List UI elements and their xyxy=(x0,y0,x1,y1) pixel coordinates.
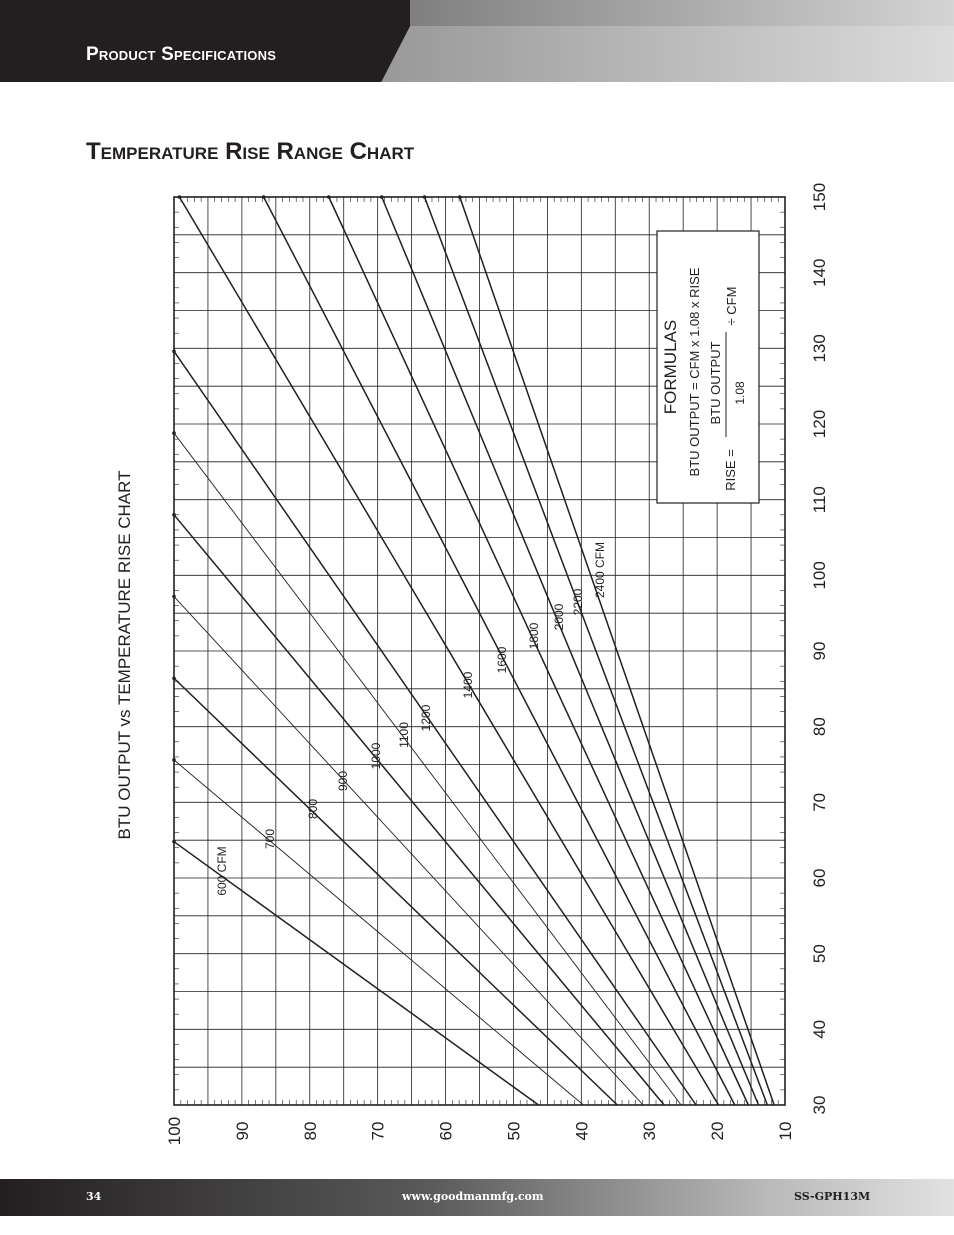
chart-labels: 10 20 30 40 50 60 70 80 90 100 30 40 50 60 70 80 90 100 11… xyxy=(165,183,829,1145)
chart-series xyxy=(172,195,775,1106)
formula-line-1: BTU OUTPUT = CFM x 1.08 x RISE xyxy=(687,267,702,476)
series-endpoint-1600 xyxy=(261,195,266,199)
formula-numerator: BTU OUTPUT xyxy=(708,341,723,424)
series-label-1800: 1800 xyxy=(527,622,541,649)
series-endpoint-900 xyxy=(172,594,176,599)
x-tick-label: 60 xyxy=(810,869,829,888)
x-tick-label: 110 xyxy=(810,486,829,513)
formulas-title: FORMULAS xyxy=(661,320,680,414)
y-tick-label: 30 xyxy=(640,1122,659,1141)
series-endpoint-600 xyxy=(172,839,176,844)
series-label-2200: 2200 xyxy=(571,588,585,615)
y-tick-label: 10 xyxy=(776,1122,795,1141)
series-line-1800 xyxy=(328,196,750,1106)
series-label-900: 900 xyxy=(336,771,350,791)
series-line-2400 xyxy=(459,196,775,1106)
series-label-700: 700 xyxy=(263,829,277,849)
series-label-2400: 2400 CFM xyxy=(593,542,607,598)
series-line-2200 xyxy=(423,196,769,1106)
series-line-900 xyxy=(173,596,644,1106)
x-tick-label: 130 xyxy=(810,334,829,362)
series-label-2000: 2000 xyxy=(552,603,566,630)
series-endpoint-1400 xyxy=(177,195,182,199)
series-endpoint-1000 xyxy=(172,513,176,517)
series-line-600 xyxy=(173,841,540,1106)
series-line-2000 xyxy=(381,196,760,1106)
x-tick-label: 30 xyxy=(810,1096,829,1115)
series-line-1000 xyxy=(173,514,665,1106)
formula-rise-label: RISE = xyxy=(723,449,738,491)
series-label-1200: 1200 xyxy=(419,704,433,731)
series-endpoint-1100 xyxy=(172,431,176,435)
series-endpoint-700 xyxy=(172,758,176,762)
series-line-800 xyxy=(173,677,618,1106)
series-label-1100: 1100 xyxy=(397,722,411,748)
series-endpoint-2200 xyxy=(422,195,427,199)
series-label-1600: 1600 xyxy=(495,646,509,673)
y-tick-label: 70 xyxy=(369,1122,388,1141)
series-line-1400 xyxy=(178,196,720,1106)
series-line-1200 xyxy=(173,350,697,1106)
x-tick-label: 50 xyxy=(810,944,829,963)
series-endpoint-1800 xyxy=(326,195,331,199)
x-tick-label: 140 xyxy=(810,258,829,286)
footer-bar: 34 www.goodmanmfg.com SS-GPH13M xyxy=(0,1179,954,1216)
section-title: Temperature Rise Range Chart xyxy=(86,138,415,165)
header-tab xyxy=(0,0,410,82)
series-line-1100 xyxy=(173,432,682,1106)
formula-divisor: ÷ CFM xyxy=(724,287,739,326)
y-tick-label: 50 xyxy=(504,1122,523,1141)
series-line-700 xyxy=(173,759,584,1106)
chart-grid xyxy=(173,196,786,1106)
y-tick-label: 90 xyxy=(233,1122,252,1141)
document-code: SS-GPH13M xyxy=(794,1190,871,1203)
x-tick-label: 40 xyxy=(810,1020,829,1039)
series-endpoint-1200 xyxy=(172,349,176,354)
series-label-1000: 1000 xyxy=(369,742,383,769)
x-tick-label: 90 xyxy=(810,642,829,661)
y-tick-label: 60 xyxy=(437,1122,456,1141)
formula-denominator: 1.08 xyxy=(733,381,747,405)
x-tick-label: 100 xyxy=(810,561,829,589)
series-endpoint-800 xyxy=(172,676,176,681)
series-label-800: 800 xyxy=(306,799,320,819)
plot-frame xyxy=(173,196,786,1106)
y-tick-label: 80 xyxy=(301,1122,320,1141)
series-endpoint-2400 xyxy=(458,195,462,199)
website-link[interactable]: www.goodmanmfg.com xyxy=(402,1190,544,1203)
page-number: 34 xyxy=(86,1190,102,1203)
series-label-600: 600 CFM xyxy=(215,846,229,895)
formulas-box: FORMULAS BTU OUTPUT = CFM x 1.08 x RISE … xyxy=(656,230,760,504)
y-tick-label: 20 xyxy=(708,1122,727,1141)
x-tick-label: 70 xyxy=(810,793,829,812)
header-title: Product Specifications xyxy=(86,44,277,65)
y-tick-label: 40 xyxy=(572,1122,591,1141)
series-line-1600 xyxy=(262,196,736,1106)
x-tick-label: 120 xyxy=(810,410,829,438)
chart-title: BTU OUTPUT vs TEMPERATURE RISE CHART xyxy=(115,470,134,839)
x-tick-label: 150 xyxy=(810,183,829,211)
x-tick-label: 80 xyxy=(810,717,829,736)
series-endpoint-2000 xyxy=(379,195,384,199)
y-tick-label: 100 xyxy=(165,1117,184,1145)
series-label-1400: 1400 xyxy=(461,671,475,698)
